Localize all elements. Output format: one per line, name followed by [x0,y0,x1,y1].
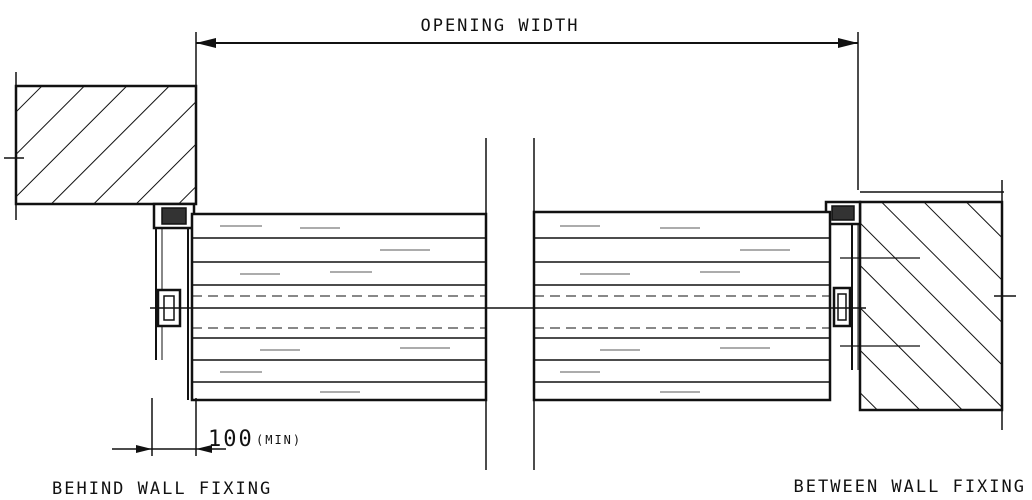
opening-width-dimension: OPENING WIDTH [195,16,859,190]
shutter-curtain-left [190,212,488,402]
break-lines [485,138,535,470]
behind-wall-fixing-label: BEHIND WALL FIXING [52,479,272,499]
shutter-curtain-right [532,210,832,402]
opening-width-label: OPENING WIDTH [420,16,579,36]
left-guide-channel [152,202,196,400]
right-wall [858,180,1016,430]
between-wall-fixing-label: BETWEEN WALL FIXING [794,477,1026,497]
right-fixing-detail [840,257,920,347]
left-wall [4,72,198,220]
min-dimension-suffix: (MIN) [256,433,302,447]
min-dimension-value: 100 [208,427,254,452]
min-dimension: 100 (MIN) [112,398,302,456]
